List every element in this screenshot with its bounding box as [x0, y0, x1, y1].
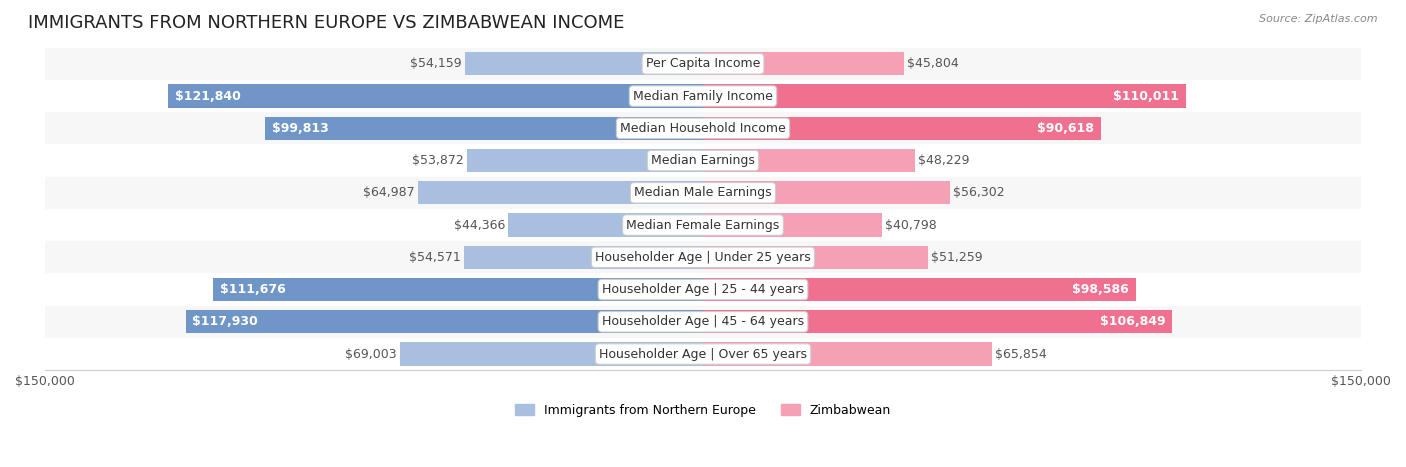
Text: $54,571: $54,571 [409, 251, 460, 264]
Bar [169, 85, 703, 108]
Text: $56,302: $56,302 [953, 186, 1005, 199]
Text: $65,854: $65,854 [995, 347, 1047, 361]
Text: $106,849: $106,849 [1099, 315, 1166, 328]
Text: $45,804: $45,804 [907, 57, 959, 71]
Bar [465, 52, 703, 76]
Bar [401, 342, 703, 366]
Text: Median Earnings: Median Earnings [651, 154, 755, 167]
Text: Householder Age | Under 25 years: Householder Age | Under 25 years [595, 251, 811, 264]
Bar [418, 181, 703, 205]
Text: $64,987: $64,987 [363, 186, 415, 199]
Bar [703, 342, 991, 366]
Bar [703, 117, 1101, 140]
Bar [45, 306, 1361, 338]
Text: IMMIGRANTS FROM NORTHERN EUROPE VS ZIMBABWEAN INCOME: IMMIGRANTS FROM NORTHERN EUROPE VS ZIMBA… [28, 14, 624, 32]
Bar [45, 338, 1361, 370]
Text: Median Family Income: Median Family Income [633, 90, 773, 103]
Bar [703, 310, 1171, 333]
Text: Householder Age | 45 - 64 years: Householder Age | 45 - 64 years [602, 315, 804, 328]
Bar [703, 181, 950, 205]
Text: Per Capita Income: Per Capita Income [645, 57, 761, 71]
Bar [509, 213, 703, 237]
Text: Median Female Earnings: Median Female Earnings [627, 219, 779, 232]
Text: Householder Age | 25 - 44 years: Householder Age | 25 - 44 years [602, 283, 804, 296]
Text: Median Male Earnings: Median Male Earnings [634, 186, 772, 199]
Text: Median Household Income: Median Household Income [620, 122, 786, 135]
Bar [45, 209, 1361, 241]
Bar [45, 144, 1361, 177]
Bar [266, 117, 703, 140]
Text: $111,676: $111,676 [219, 283, 285, 296]
Bar [703, 278, 1136, 301]
Bar [467, 149, 703, 172]
Bar [45, 177, 1361, 209]
Bar [703, 213, 882, 237]
Text: Householder Age | Over 65 years: Householder Age | Over 65 years [599, 347, 807, 361]
Text: $121,840: $121,840 [176, 90, 240, 103]
Bar [703, 52, 904, 76]
Bar [703, 246, 928, 269]
Text: $40,798: $40,798 [886, 219, 936, 232]
Bar [464, 246, 703, 269]
Text: $54,159: $54,159 [411, 57, 463, 71]
Text: $110,011: $110,011 [1114, 90, 1180, 103]
Bar [45, 274, 1361, 306]
Bar [186, 310, 703, 333]
Legend: Immigrants from Northern Europe, Zimbabwean: Immigrants from Northern Europe, Zimbabw… [510, 399, 896, 422]
Text: $53,872: $53,872 [412, 154, 464, 167]
Text: $48,229: $48,229 [918, 154, 969, 167]
Text: $69,003: $69,003 [346, 347, 396, 361]
Bar [214, 278, 703, 301]
Bar [45, 241, 1361, 274]
Text: $44,366: $44,366 [454, 219, 505, 232]
Bar [45, 48, 1361, 80]
Bar [703, 149, 914, 172]
Text: Source: ZipAtlas.com: Source: ZipAtlas.com [1260, 14, 1378, 24]
Text: $117,930: $117,930 [193, 315, 257, 328]
Text: $90,618: $90,618 [1038, 122, 1094, 135]
Text: $98,586: $98,586 [1073, 283, 1129, 296]
Bar [45, 80, 1361, 112]
Text: $99,813: $99,813 [271, 122, 329, 135]
Bar [45, 112, 1361, 144]
Bar [703, 85, 1185, 108]
Text: $51,259: $51,259 [931, 251, 983, 264]
